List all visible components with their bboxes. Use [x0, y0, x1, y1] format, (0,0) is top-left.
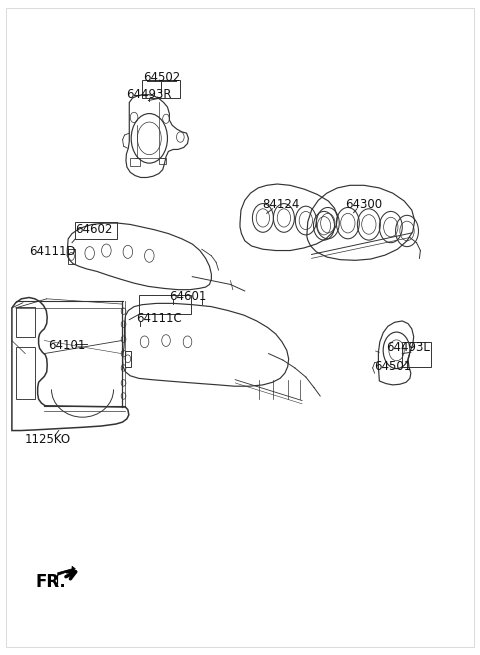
Bar: [142, 80, 180, 98]
Bar: [139, 295, 192, 314]
Bar: [124, 351, 131, 367]
Bar: [130, 158, 140, 166]
Text: 64602: 64602: [75, 223, 112, 236]
Text: 64493R: 64493R: [127, 88, 172, 100]
Bar: [159, 158, 166, 164]
Text: 64493L: 64493L: [386, 341, 430, 354]
Polygon shape: [58, 566, 75, 584]
Bar: [402, 342, 431, 367]
Text: 64111C: 64111C: [136, 312, 182, 325]
Bar: [75, 222, 117, 239]
Text: 64601: 64601: [169, 290, 206, 303]
Bar: [16, 347, 35, 400]
Text: 1125KO: 1125KO: [25, 433, 71, 446]
Bar: [16, 307, 35, 337]
Text: 64101: 64101: [48, 339, 86, 352]
Text: 64501: 64501: [374, 360, 411, 373]
Text: 64111D: 64111D: [30, 246, 76, 258]
Bar: [68, 250, 75, 263]
Text: 64502: 64502: [143, 71, 180, 84]
Text: FR.: FR.: [36, 573, 67, 591]
Text: 84124: 84124: [262, 198, 299, 212]
Text: 64300: 64300: [346, 198, 383, 212]
